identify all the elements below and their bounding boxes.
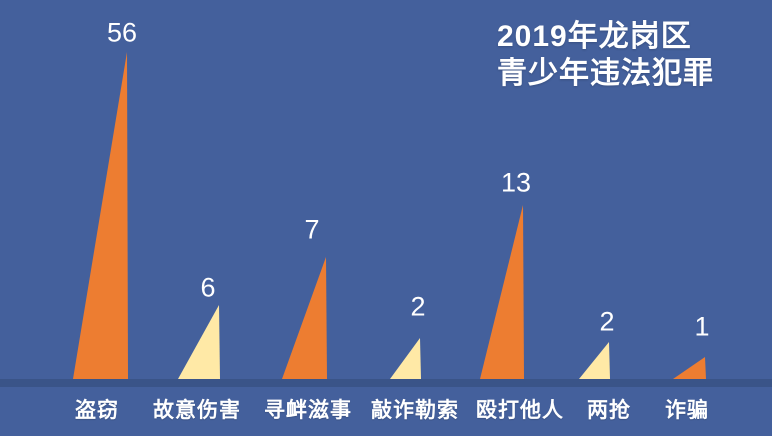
category-label-盗窃: 盗窃 <box>75 399 119 422</box>
category-label-故意伤害: 故意伤害 <box>153 399 241 422</box>
triangle-bar-敲诈勒索 <box>390 338 421 379</box>
value-label-盗窃: 56 <box>106 17 138 48</box>
triangle-bar-故意伤害 <box>178 305 220 379</box>
chart-title-line2: 青少年违法犯罪 <box>497 57 714 90</box>
value-label-敲诈勒索: 2 <box>410 291 426 322</box>
triangle-bar-寻衅滋事 <box>282 257 327 379</box>
category-label-两抢: 两抢 <box>587 399 631 422</box>
category-label-诈骗: 诈骗 <box>665 399 709 422</box>
category-label-寻衅滋事: 寻衅滋事 <box>264 399 352 422</box>
value-label-两抢: 2 <box>599 306 615 337</box>
triangle-bar-盗窃 <box>73 52 128 379</box>
triangle-bar-殴打他人 <box>480 205 524 379</box>
triangle-bar-两抢 <box>579 342 610 379</box>
value-label-故意伤害: 6 <box>200 272 216 303</box>
value-label-寻衅滋事: 7 <box>304 214 320 245</box>
category-label-殴打他人: 殴打他人 <box>476 399 564 422</box>
chart-title-line1: 2019年龙岗区 <box>497 20 692 53</box>
value-label-诈骗: 1 <box>694 311 710 342</box>
chart-baseline <box>0 379 772 387</box>
value-label-殴打他人: 13 <box>500 167 532 198</box>
category-label-敲诈勒索: 敲诈勒索 <box>371 399 459 422</box>
chart-title: 2019年龙岗区 青少年违法犯罪 <box>497 18 714 92</box>
triangle-bar-诈骗 <box>673 357 706 379</box>
